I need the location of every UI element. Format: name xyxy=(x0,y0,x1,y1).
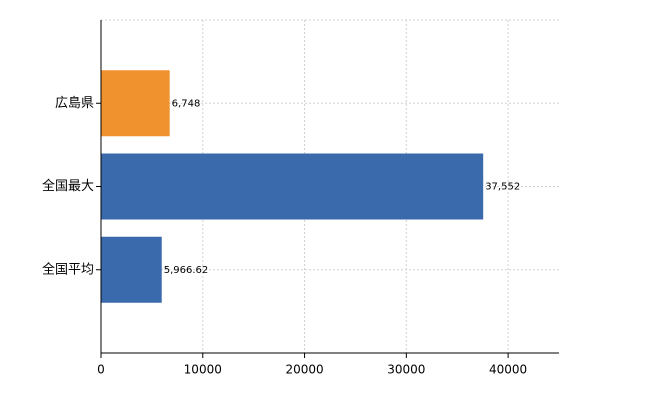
x-tick-label: 40000 xyxy=(489,363,527,377)
x-tick-label: 0 xyxy=(97,363,105,377)
x-tick-label: 30000 xyxy=(387,363,425,377)
bar xyxy=(101,236,162,303)
value-label: 6,748 xyxy=(172,98,201,109)
y-tick-label: 全国最大 xyxy=(42,178,94,194)
value-label: 37,552 xyxy=(485,182,520,193)
x-tick-label: 10000 xyxy=(184,363,222,377)
y-tick-label: 全国平均 xyxy=(42,261,94,277)
bar xyxy=(101,70,170,137)
value-label: 5,966.62 xyxy=(164,265,209,276)
bar xyxy=(101,153,484,220)
y-tick-label: 広島県 xyxy=(55,96,94,111)
x-tick-label: 20000 xyxy=(285,363,323,377)
